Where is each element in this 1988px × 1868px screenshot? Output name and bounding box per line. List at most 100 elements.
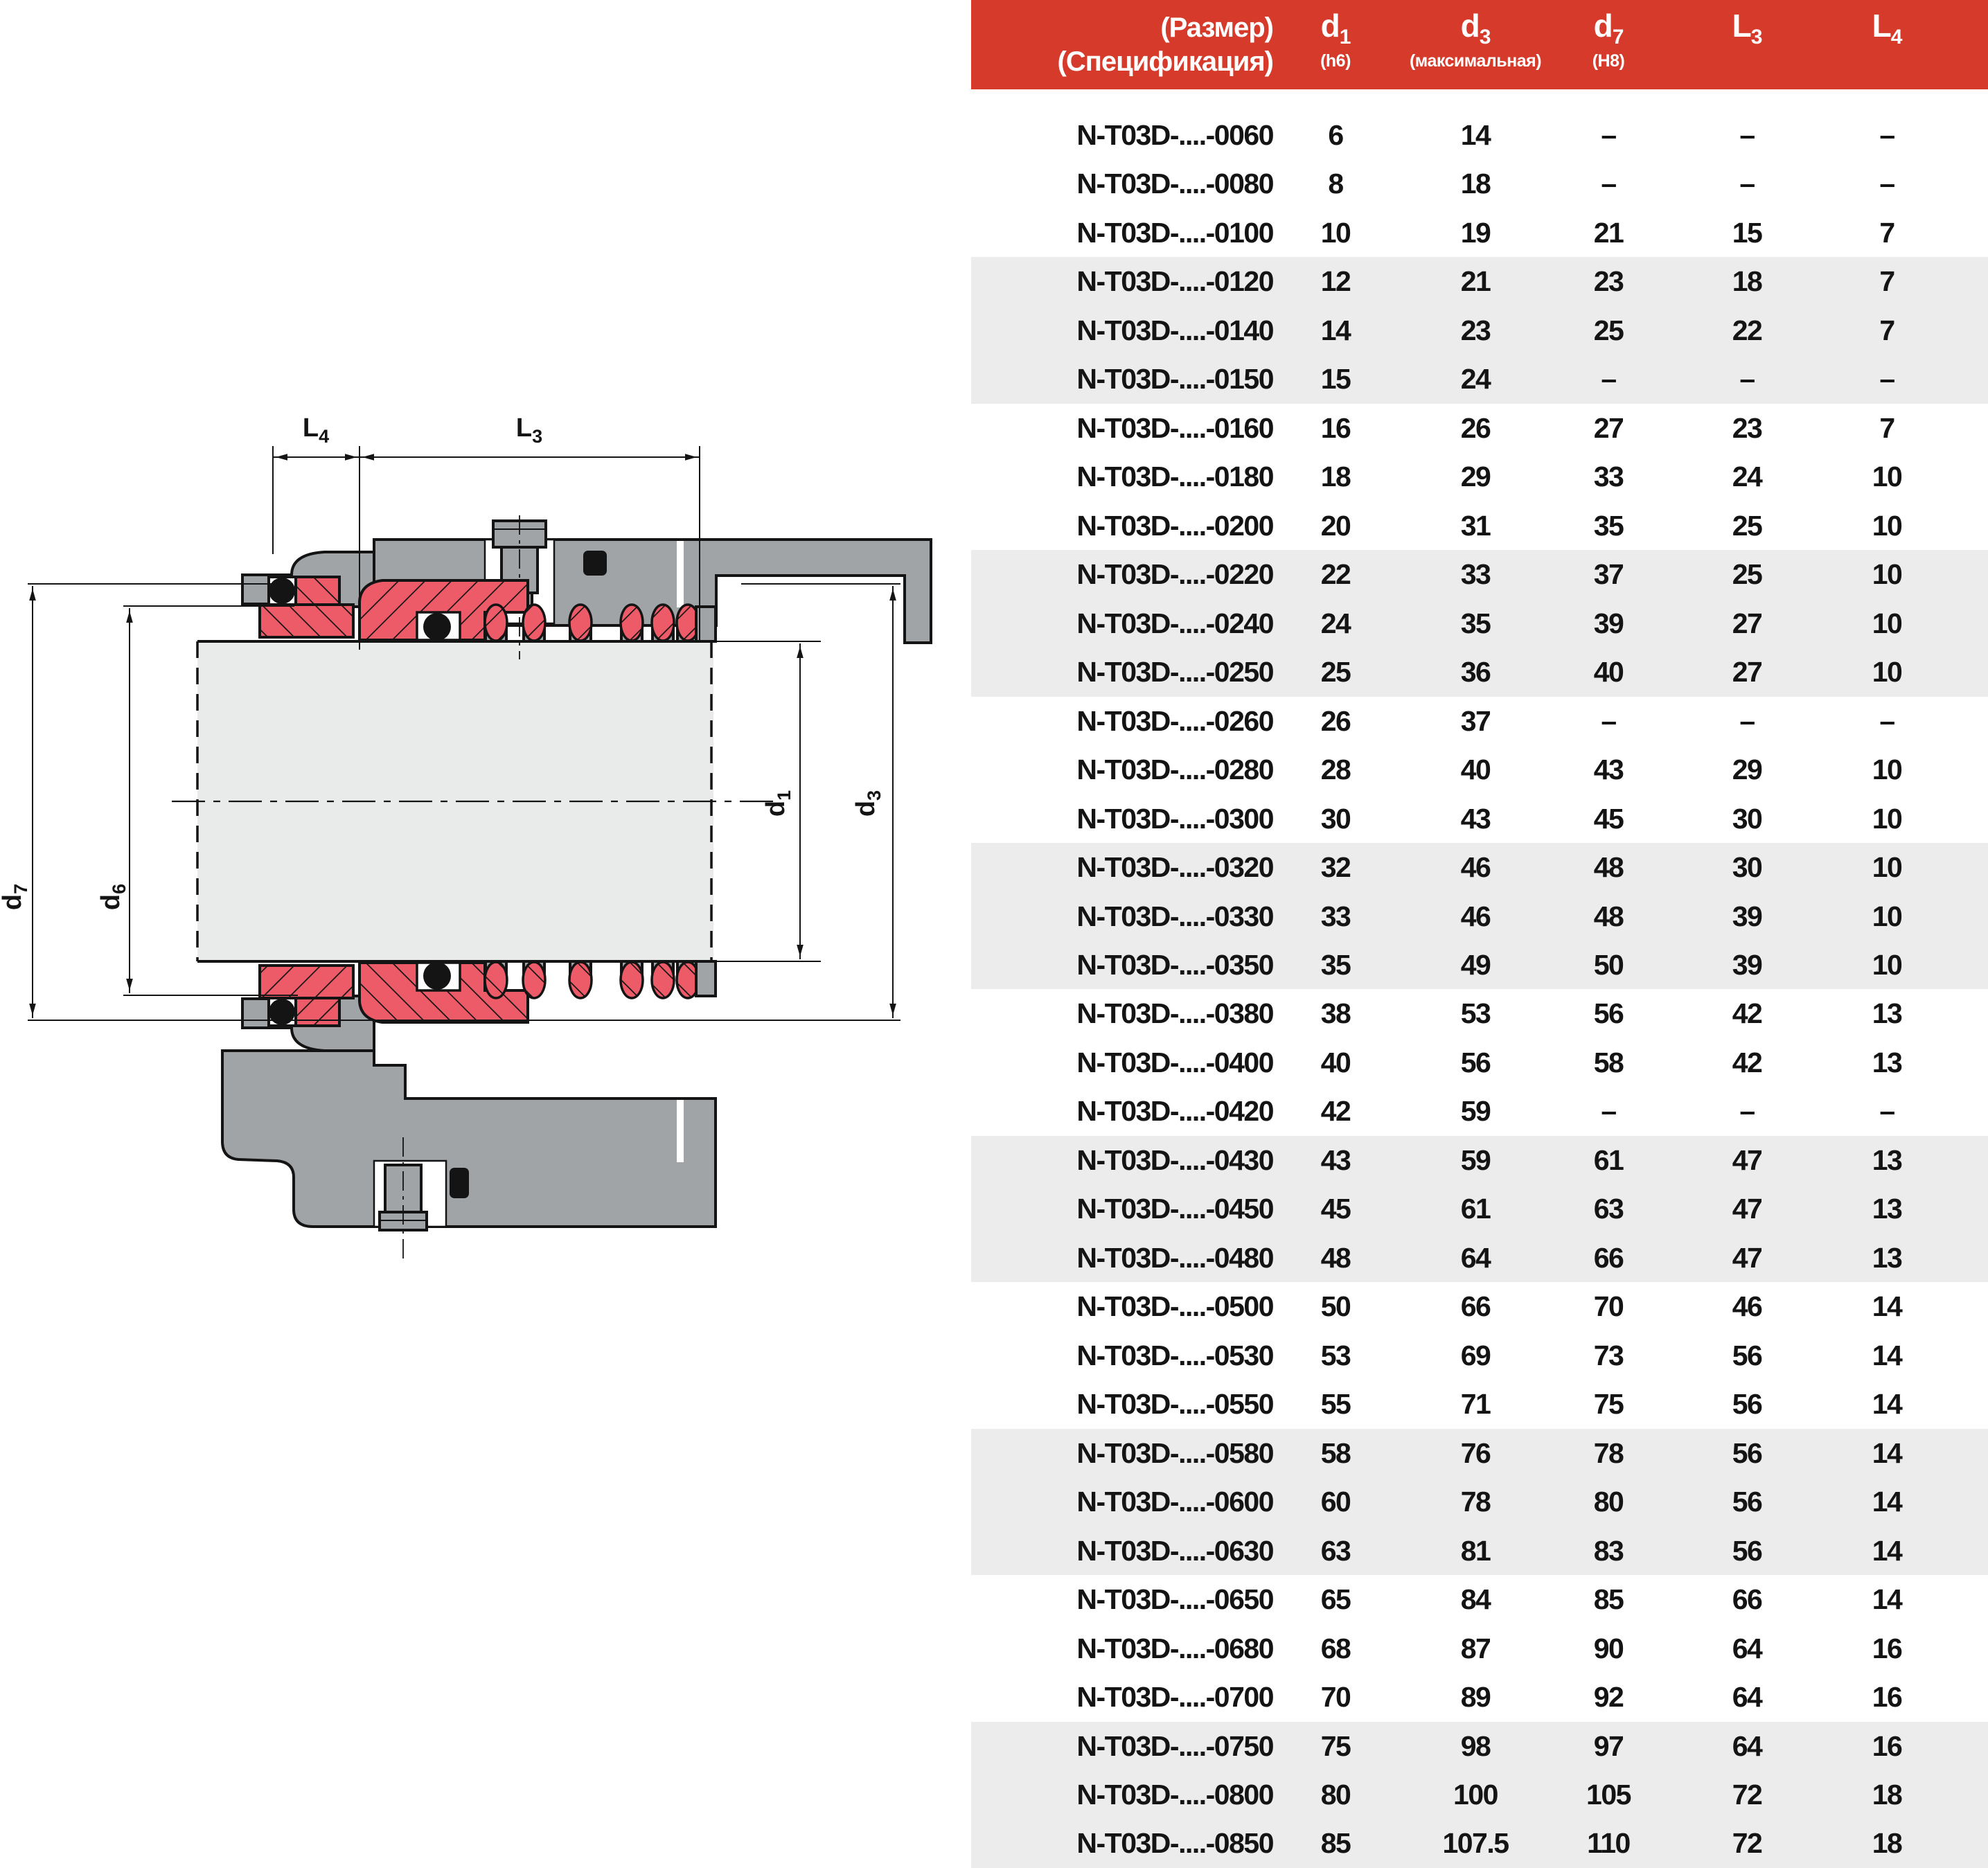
- part-number: N-T03D-....-0120: [1076, 265, 1274, 298]
- value-cell-d1: 8: [1328, 168, 1344, 200]
- value-cell-l3: 18: [1732, 265, 1763, 298]
- value-cell-d3: 64: [1460, 1241, 1491, 1274]
- value-cell-l3: 64: [1732, 1729, 1763, 1762]
- part-number: N-T03D-....-0080: [1076, 168, 1274, 200]
- table-row: N-T03D-....-0240 24 35 39 27 10: [971, 598, 1988, 648]
- value-cell-d1: 70: [1320, 1681, 1351, 1714]
- value-cell-d7: 23: [1593, 265, 1624, 298]
- value-cell-l4: 10: [1872, 851, 1903, 884]
- value-cell-d3: 21: [1460, 265, 1491, 298]
- value-cell-l3: 72: [1732, 1827, 1763, 1860]
- part-number: N-T03D-....-0650: [1076, 1583, 1274, 1616]
- table-row: N-T03D-....-0420 42 59 – – –: [971, 1087, 1988, 1135]
- value-cell-l4: 10: [1872, 656, 1903, 688]
- value-cell-l4: 13: [1872, 1046, 1903, 1078]
- value-cell-l4: –: [1879, 168, 1895, 200]
- value-cell-d1: 42: [1320, 1095, 1351, 1128]
- value-cell-l4: –: [1879, 704, 1895, 737]
- value-cell-l4: 16: [1872, 1729, 1903, 1762]
- value-cell-d7: 73: [1593, 1339, 1624, 1371]
- value-cell-d3: 87: [1460, 1632, 1491, 1664]
- value-cell-d7: 35: [1593, 509, 1624, 542]
- value-cell-l3: 25: [1732, 509, 1763, 542]
- value-cell-d7: 27: [1593, 411, 1624, 444]
- dimension-lines: [28, 446, 900, 1021]
- table-row: N-T03D-....-0580 58 76 78 56 14: [971, 1428, 1988, 1478]
- value-cell-d1: 28: [1320, 754, 1351, 786]
- value-cell-d1: 15: [1320, 363, 1351, 395]
- value-cell-l3: 24: [1732, 461, 1763, 493]
- value-cell-d1: 6: [1328, 119, 1344, 151]
- part-number: N-T03D-....-0480: [1076, 1241, 1274, 1274]
- value-cell-d7: 21: [1593, 216, 1624, 249]
- value-cell-d3: 107.5: [1442, 1827, 1509, 1860]
- table-row: N-T03D-....-0180 18 29 33 24 10: [971, 452, 1988, 501]
- value-cell-d3: 14: [1460, 119, 1491, 151]
- value-cell-l4: 18: [1872, 1827, 1903, 1860]
- value-cell-d7: 61: [1593, 1144, 1624, 1176]
- table-row: N-T03D-....-0400 40 56 58 42 13: [971, 1038, 1988, 1087]
- table-row: N-T03D-....-0060 6 14 – – –: [971, 111, 1988, 159]
- value-cell-d1: 24: [1320, 607, 1351, 639]
- value-cell-d1: 18: [1320, 461, 1351, 493]
- value-cell-l4: 14: [1872, 1436, 1903, 1469]
- value-cell-l4: 10: [1872, 900, 1903, 932]
- value-cell-l4: 10: [1872, 509, 1903, 542]
- value-cell-d1: 75: [1320, 1729, 1351, 1762]
- value-cell-l4: 14: [1872, 1290, 1903, 1323]
- table-row: N-T03D-....-0220 22 33 37 25 10: [971, 550, 1988, 599]
- value-cell-d3: 59: [1460, 1095, 1491, 1128]
- value-cell-l4: –: [1879, 119, 1895, 151]
- table-row: N-T03D-....-0450 45 61 63 47 13: [971, 1184, 1988, 1234]
- value-cell-l4: 14: [1872, 1339, 1903, 1371]
- value-cell-l4: 10: [1872, 948, 1903, 981]
- seal-cross-section-diagram: L4 L3 d7 d6 d1 d3: [0, 413, 932, 1259]
- value-cell-l3: –: [1739, 363, 1755, 395]
- value-cell-d3: 46: [1460, 900, 1491, 932]
- part-number: N-T03D-....-0550: [1076, 1388, 1274, 1421]
- value-cell-l3: 27: [1732, 607, 1763, 639]
- table-row: N-T03D-....-0650 65 84 85 66 14: [971, 1575, 1988, 1624]
- value-cell-d7: 70: [1593, 1290, 1624, 1323]
- value-cell-d7: 75: [1593, 1388, 1624, 1421]
- value-cell-d1: 60: [1320, 1486, 1351, 1518]
- value-cell-l3: 72: [1732, 1778, 1763, 1811]
- part-number: N-T03D-....-0250: [1076, 656, 1274, 688]
- part-number: N-T03D-....-0580: [1076, 1436, 1274, 1469]
- value-cell-l4: 13: [1872, 997, 1903, 1030]
- value-cell-d3: 61: [1460, 1193, 1491, 1225]
- table-row: N-T03D-....-0600 60 78 80 56 14: [971, 1477, 1988, 1527]
- header-col-L3: L3: [1732, 8, 1763, 49]
- value-cell-l4: 10: [1872, 461, 1903, 493]
- value-cell-d3: 33: [1460, 558, 1491, 591]
- value-cell-d7: 66: [1593, 1241, 1624, 1274]
- header-size-line2: (Спецификация): [1057, 46, 1274, 77]
- part-number: N-T03D-....-0630: [1076, 1534, 1274, 1567]
- value-cell-d1: 53: [1320, 1339, 1351, 1371]
- header-col-L4: L4: [1872, 8, 1903, 49]
- value-cell-d3: 40: [1460, 754, 1491, 786]
- table-row: N-T03D-....-0700 70 89 92 64 16: [971, 1673, 1988, 1721]
- table-row: N-T03D-....-0380 38 53 56 42 13: [971, 989, 1988, 1038]
- value-cell-l4: 7: [1879, 216, 1895, 249]
- value-cell-d7: 105: [1586, 1778, 1631, 1811]
- value-cell-d1: 68: [1320, 1632, 1351, 1664]
- value-cell-l4: 7: [1879, 411, 1895, 444]
- value-cell-d1: 58: [1320, 1436, 1351, 1469]
- value-cell-d1: 12: [1320, 265, 1351, 298]
- value-cell-l3: 27: [1732, 656, 1763, 688]
- value-cell-d1: 25: [1320, 656, 1351, 688]
- value-cell-d7: 45: [1593, 802, 1624, 835]
- value-cell-l3: 56: [1732, 1486, 1763, 1518]
- value-cell-l3: 56: [1732, 1339, 1763, 1371]
- value-cell-l3: –: [1739, 168, 1755, 200]
- value-cell-d1: 22: [1320, 558, 1351, 591]
- value-cell-d7: 63: [1593, 1193, 1624, 1225]
- part-number: N-T03D-....-0180: [1076, 461, 1274, 493]
- table-row: N-T03D-....-0320 32 46 48 30 10: [971, 843, 1988, 892]
- value-cell-l4: 14: [1872, 1486, 1903, 1518]
- value-cell-l3: 46: [1732, 1290, 1763, 1323]
- bottom-housing: [221, 1049, 717, 1259]
- value-cell-d1: 40: [1320, 1046, 1351, 1078]
- seal-pack: [241, 551, 717, 643]
